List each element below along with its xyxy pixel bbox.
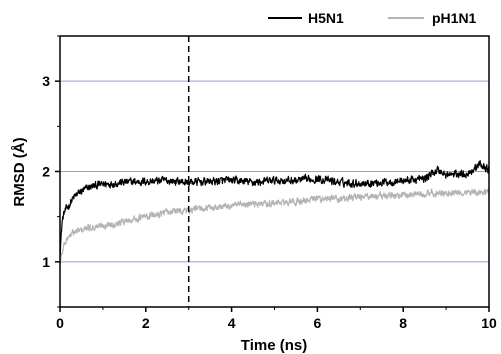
- series-lines: [59, 159, 490, 265]
- x-axis-ticks: 0 2 4 6 8 10: [56, 307, 497, 331]
- legend-label-h5n1: H5N1: [308, 10, 344, 26]
- gridlines: [60, 80, 489, 263]
- y-axis-ticks: 1 2 3: [42, 35, 60, 308]
- series-line-h5n1: [59, 159, 490, 256]
- legend: H5N1 pH1N1: [268, 10, 477, 26]
- y-tick-label: 1: [42, 254, 50, 270]
- x-tick-label: 6: [314, 315, 322, 331]
- y-tick-label: 2: [42, 164, 50, 180]
- x-tick-label: 4: [228, 315, 236, 331]
- x-tick-label: 10: [481, 315, 497, 331]
- series-line-ph1n1: [59, 188, 490, 265]
- legend-label-ph1n1: pH1N1: [432, 10, 477, 26]
- x-axis-title: Time (ns): [241, 337, 307, 354]
- x-tick-label: 2: [142, 315, 150, 331]
- y-axis-title: RMSD (Å): [11, 137, 28, 206]
- y-tick-label: 3: [42, 73, 50, 89]
- x-tick-label: 8: [399, 315, 407, 331]
- x-tick-label: 0: [56, 315, 64, 331]
